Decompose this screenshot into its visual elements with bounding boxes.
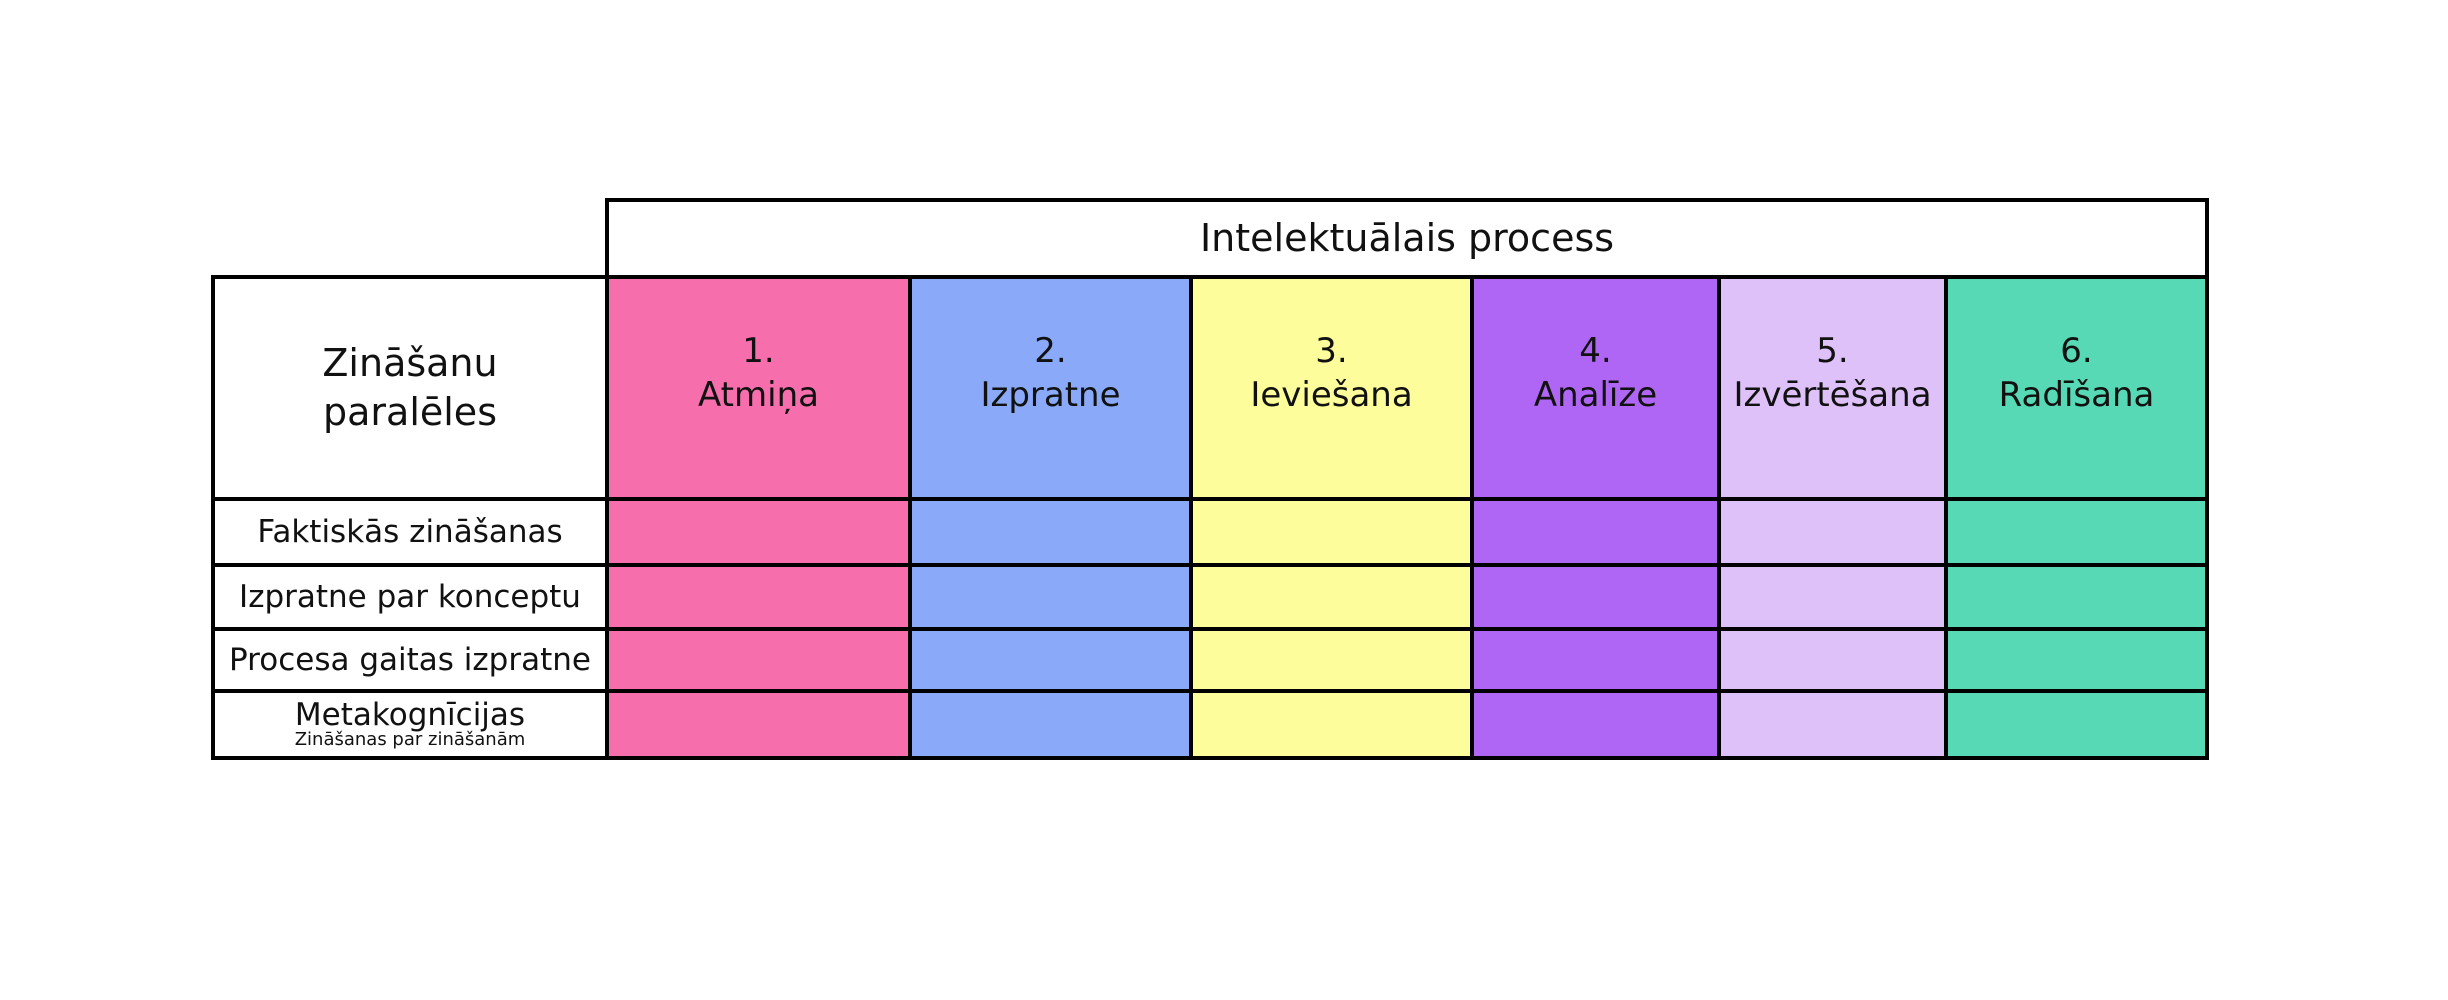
matrix-cell	[605, 497, 912, 567]
column-name: Analīze	[1533, 375, 1658, 416]
row-label-cell: Faktiskās zināšanas	[211, 497, 609, 567]
row-label: Faktiskās zināšanas	[257, 513, 563, 550]
row-label: Izpratne par konceptu	[239, 578, 581, 615]
matrix-cell	[1470, 497, 1721, 567]
row-label-cell: Izpratne par konceptu	[211, 563, 609, 631]
column-number: 6.	[2060, 331, 2093, 371]
matrix-cell	[1717, 627, 1948, 693]
matrix-cell	[605, 563, 912, 631]
matrix-cell	[1189, 563, 1474, 631]
row-label-cell: Procesa gaitas izpratne	[211, 627, 609, 693]
column-number: 4.	[1579, 331, 1612, 371]
row-label: Procesa gaitas izpratne	[229, 641, 591, 678]
matrix-cell	[1189, 689, 1474, 760]
column-name: Radīšana	[1998, 375, 2155, 416]
matrix-cell	[1470, 689, 1721, 760]
row-header-cell: Zināšanu paralēles	[211, 275, 609, 501]
column-name: Ieviešana	[1250, 375, 1413, 416]
row-sublabel: Zināšanas par zināšanām	[294, 729, 526, 750]
column-name: Izvērtēšana	[1733, 375, 1932, 416]
header-cell: Intelektuālais process	[605, 198, 2209, 279]
row-header: Zināšanu paralēles	[322, 340, 498, 434]
matrix-cell	[908, 497, 1193, 567]
column-header: 3. Ieviešana	[1189, 275, 1474, 501]
matrix-cell	[1944, 563, 2209, 631]
matrix-cell	[1717, 497, 1948, 567]
column-number: 1.	[742, 331, 775, 371]
column-header: 6. Radīšana	[1944, 275, 2209, 501]
matrix-cell	[1470, 627, 1721, 693]
column-header: 2. Izpratne	[908, 275, 1193, 501]
row-label: Metakognīcijas	[294, 697, 526, 733]
matrix-cell	[1944, 627, 2209, 693]
matrix-cell	[605, 689, 912, 760]
column-number: 3.	[1315, 331, 1348, 371]
column-number: 2.	[1034, 331, 1067, 371]
row-label-cell: Metakognīcijas Zināšanas par zināšanām	[211, 689, 609, 760]
column-name: Atmiņa	[698, 375, 819, 416]
matrix-cell	[1189, 627, 1474, 693]
column-header: 5. Izvērtēšana	[1717, 275, 1948, 501]
matrix-cell	[1470, 563, 1721, 631]
column-header: 4. Analīze	[1470, 275, 1721, 501]
column-header: 1. Atmiņa	[605, 275, 912, 501]
matrix-cell	[908, 627, 1193, 693]
header-title: Intelektuālais process	[1199, 215, 1615, 260]
matrix-cell	[1717, 689, 1948, 760]
column-number: 5.	[1816, 331, 1849, 371]
matrix-cell	[1944, 689, 2209, 760]
matrix-cell	[605, 627, 912, 693]
matrix-cell	[908, 563, 1193, 631]
column-name: Izpratne	[980, 375, 1121, 416]
matrix-cell	[908, 689, 1193, 760]
matrix-cell	[1717, 563, 1948, 631]
matrix-cell	[1189, 497, 1474, 567]
matrix-cell	[1944, 497, 2209, 567]
